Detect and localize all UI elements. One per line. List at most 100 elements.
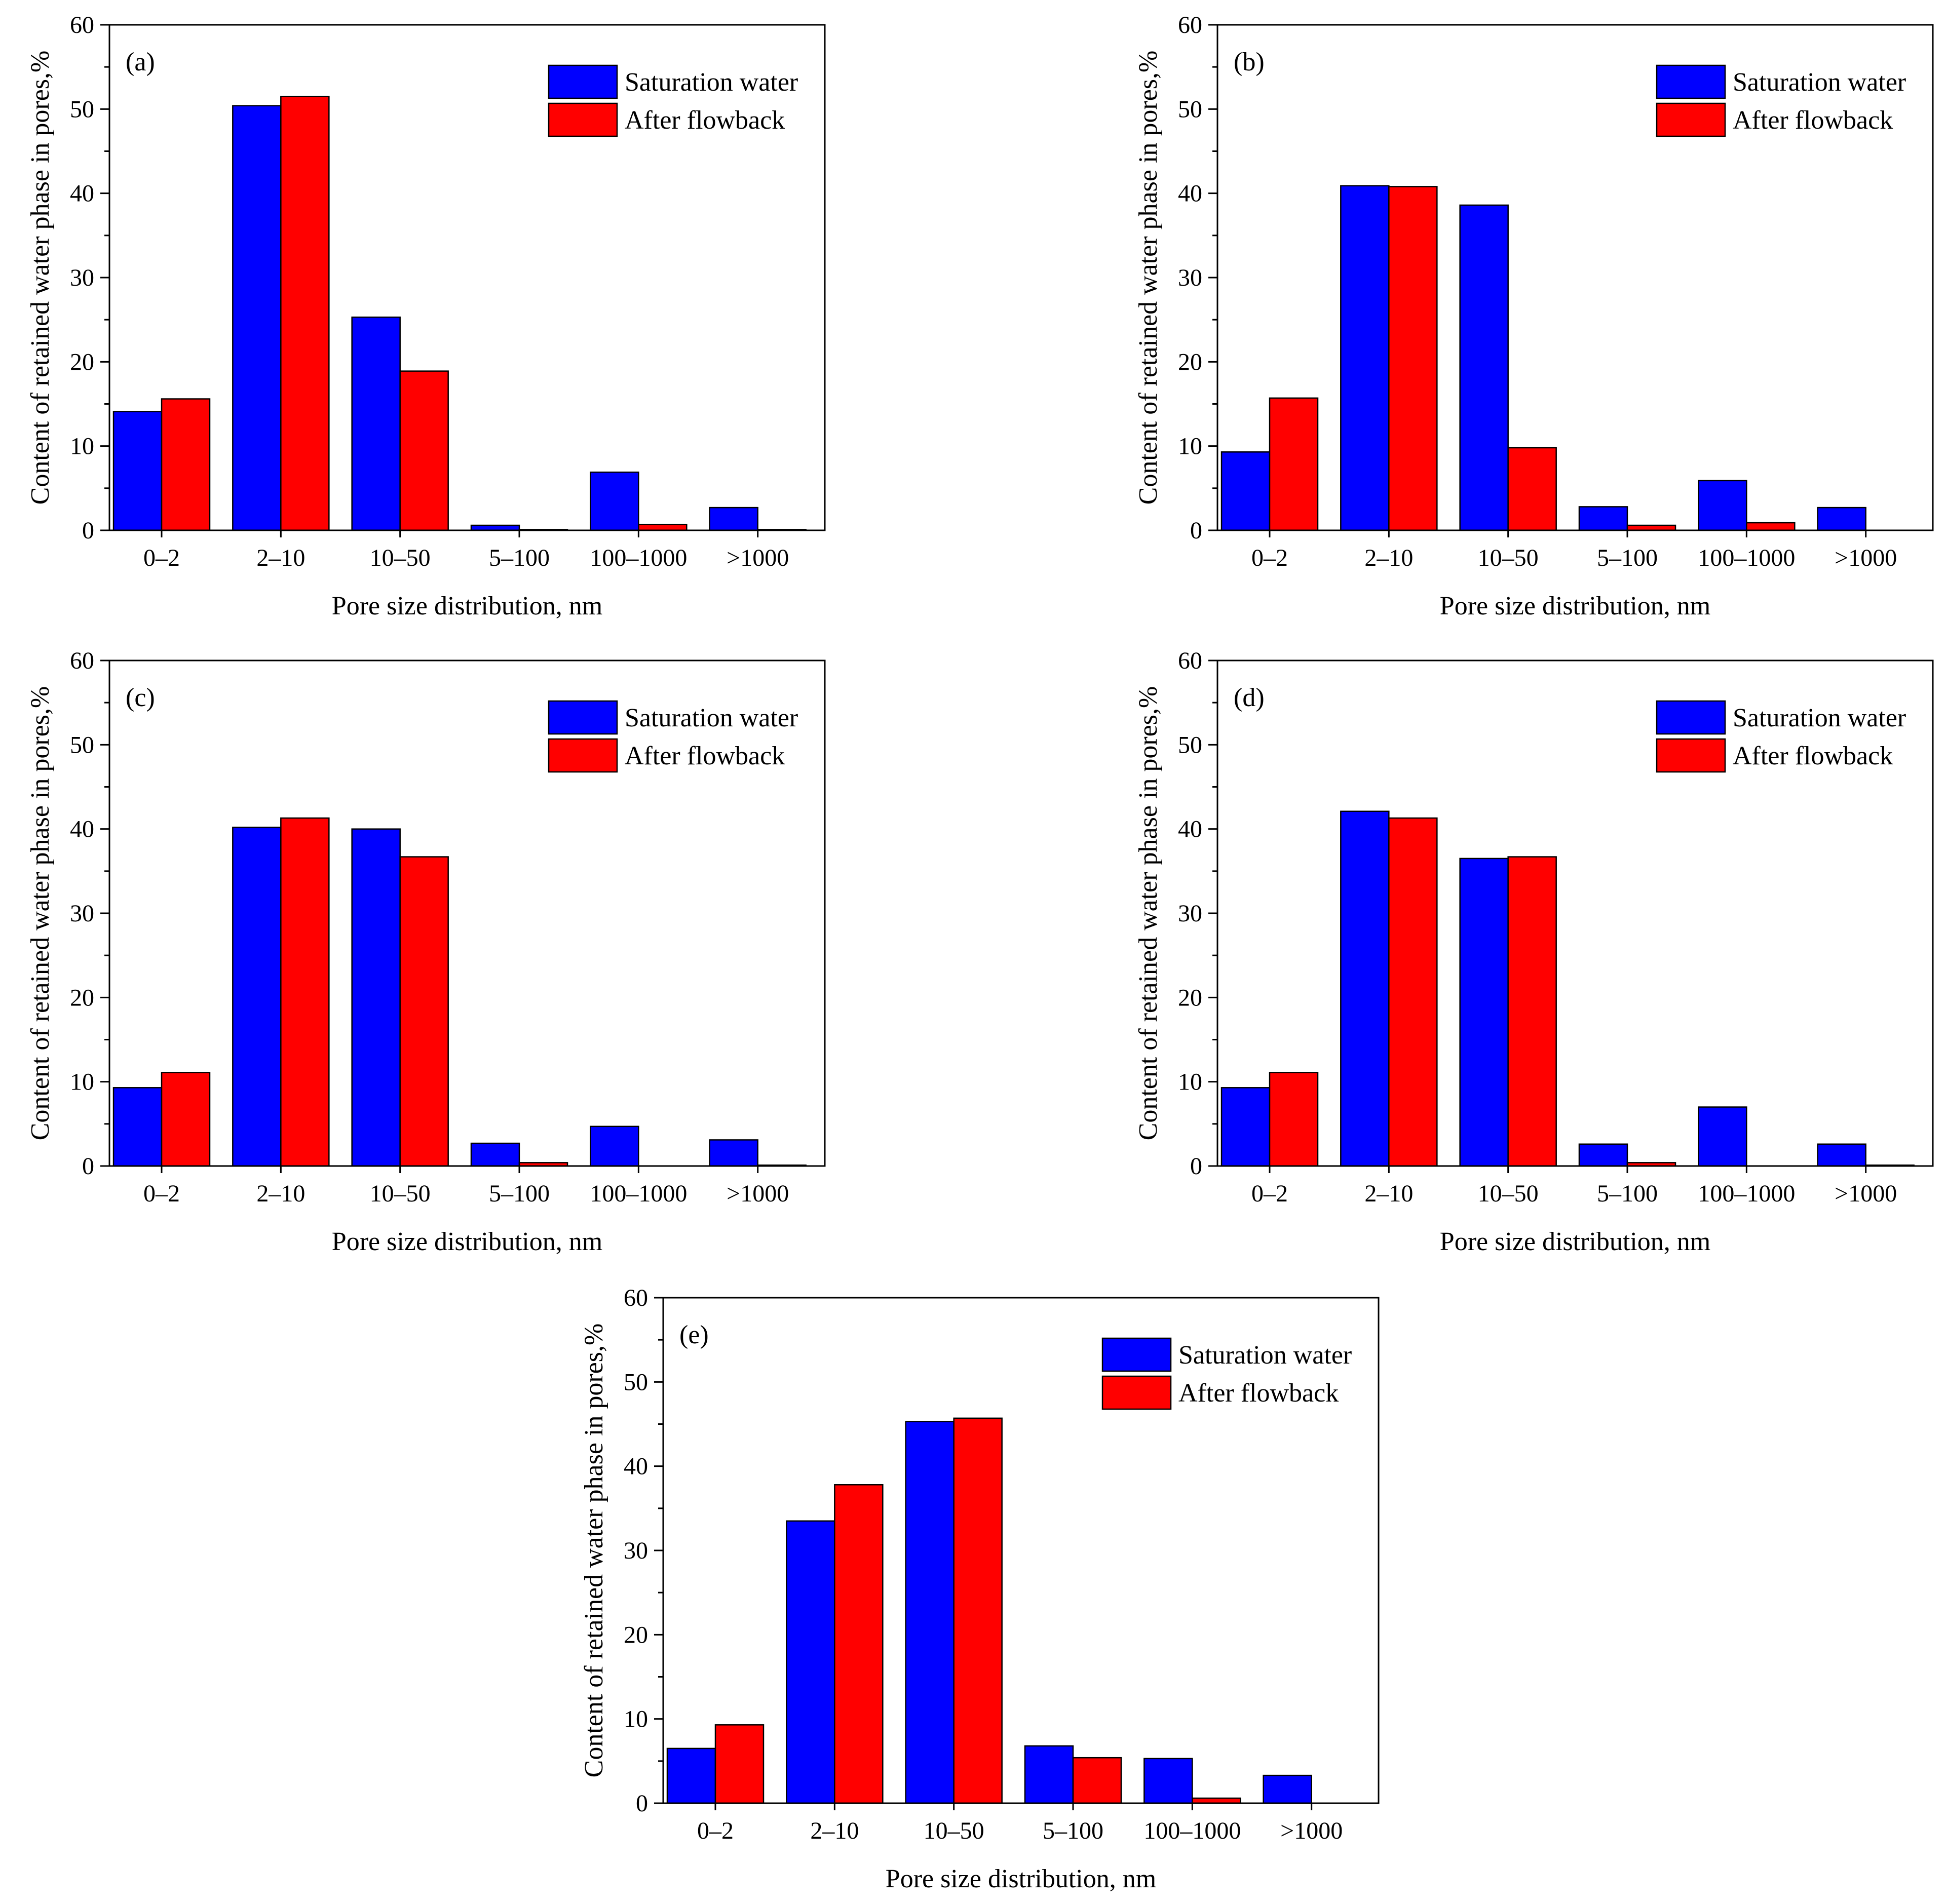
bar (280, 817, 330, 1167)
bar (1220, 451, 1271, 531)
chart-panel: 0 10 20 30 40 50 60 0–2 2–10 10–50 5–100 100–1000 >1… (580, 1285, 1380, 1893)
y-tick-label: 50 (70, 96, 94, 123)
bar (905, 1421, 955, 1804)
legend-label: After flowback (1733, 106, 1893, 135)
bar (1578, 506, 1628, 531)
y-tick-label: 60 (70, 647, 94, 674)
plot-frame (108, 659, 826, 1167)
bar (232, 105, 282, 531)
bar (1072, 1757, 1122, 1804)
plot-frame (662, 1297, 1380, 1804)
legend-label: Saturation water (1733, 68, 1906, 97)
y-tick-label: 60 (70, 12, 94, 38)
x-tick-label: >1000 (1280, 1817, 1343, 1844)
y-tick-label: 10 (1178, 433, 1202, 460)
bar (1269, 1072, 1319, 1167)
bar (399, 370, 449, 531)
legend-label: Saturation water (625, 704, 798, 732)
y-tick-label: 30 (70, 900, 94, 927)
legend-label: After flowback (1178, 1379, 1339, 1408)
panel-label: (e) (679, 1320, 709, 1349)
bar (1698, 480, 1747, 531)
x-tick-label: 0–2 (143, 545, 180, 571)
chart-panel: 0 10 20 30 40 50 60 0–2 2–10 10–50 5–100 100–1000 >1… (1134, 12, 1934, 620)
x-tick-label: >1000 (1835, 545, 1897, 571)
y-tick-label: 30 (624, 1537, 648, 1564)
bar (112, 1087, 163, 1167)
legend-swatch (1656, 102, 1726, 137)
bar (161, 398, 211, 531)
x-axis-label: Pore size distribution, nm (332, 592, 602, 620)
legend-swatch (548, 64, 618, 99)
bar (1459, 204, 1509, 531)
x-tick-label: 0–2 (1251, 1180, 1288, 1207)
x-tick-label: 5–100 (1597, 1180, 1658, 1207)
plot-frame (1216, 659, 1934, 1167)
x-tick-label: 10–50 (370, 545, 431, 571)
bar (590, 1125, 639, 1167)
bar (834, 1484, 884, 1804)
bar (1507, 447, 1557, 531)
y-tick-label: 0 (82, 517, 94, 544)
bar (1024, 1745, 1074, 1804)
y-tick-label: 50 (1178, 731, 1202, 758)
x-tick-label: 10–50 (1478, 1180, 1539, 1207)
x-tick-label: 2–10 (810, 1817, 859, 1844)
bar (1388, 186, 1438, 531)
bar (666, 1747, 716, 1804)
x-tick-label: 2–10 (1364, 545, 1413, 571)
y-tick-label: 50 (70, 731, 94, 758)
bar (714, 1724, 765, 1804)
legend-swatch (548, 700, 618, 735)
panel-label: (c) (126, 683, 155, 712)
y-tick-label: 0 (1190, 1153, 1202, 1180)
bar (1578, 1143, 1628, 1167)
bar (1746, 522, 1796, 531)
bar (112, 411, 163, 531)
x-tick-label: 10–50 (1478, 545, 1539, 571)
y-tick-label: 10 (624, 1706, 648, 1733)
y-axis-label: Content of retained water phase in pores… (580, 1324, 608, 1778)
y-axis-label: Content of retained water phase in pores… (1134, 686, 1163, 1141)
legend-swatch (1656, 64, 1726, 99)
bar (232, 827, 282, 1167)
x-tick-label: 10–50 (924, 1817, 984, 1844)
x-axis-label: Pore size distribution, nm (332, 1227, 602, 1256)
x-tick-label: 5–100 (1597, 545, 1658, 571)
x-tick-label: 5–100 (1043, 1817, 1103, 1844)
y-tick-label: 20 (1178, 348, 1202, 375)
x-axis-label: Pore size distribution, nm (886, 1864, 1156, 1893)
bar (280, 96, 330, 531)
panel-label: (a) (126, 48, 155, 76)
x-tick-label: 0–2 (143, 1180, 180, 1207)
legend-swatch (1656, 738, 1726, 773)
bar (1340, 810, 1390, 1167)
bar (470, 1142, 520, 1167)
legend-label: After flowback (625, 106, 785, 135)
bar (399, 856, 449, 1167)
legend-label: Saturation water (1178, 1341, 1352, 1370)
bar (351, 828, 401, 1167)
legend-label: Saturation water (1733, 704, 1906, 732)
y-tick-label: 0 (636, 1790, 648, 1817)
y-tick-label: 30 (1178, 264, 1202, 291)
bar (161, 1072, 211, 1167)
y-tick-label: 40 (1178, 816, 1202, 843)
y-tick-label: 0 (1190, 517, 1202, 544)
y-tick-label: 20 (624, 1621, 648, 1648)
y-tick-label: 40 (70, 180, 94, 207)
bar (1263, 1774, 1312, 1804)
bar (638, 524, 688, 531)
x-tick-label: 100–1000 (1143, 1817, 1241, 1844)
x-tick-label: 5–100 (489, 545, 550, 571)
x-tick-label: 100–1000 (1698, 545, 1795, 571)
x-tick-label: 2–10 (256, 1180, 305, 1207)
legend-swatch (1101, 1375, 1172, 1410)
y-tick-label: 60 (1178, 12, 1202, 38)
bar (590, 471, 639, 531)
y-tick-label: 10 (70, 1069, 94, 1096)
legend-label: Saturation water (625, 68, 798, 97)
x-tick-label: 0–2 (697, 1817, 734, 1844)
y-tick-label: 40 (70, 816, 94, 843)
